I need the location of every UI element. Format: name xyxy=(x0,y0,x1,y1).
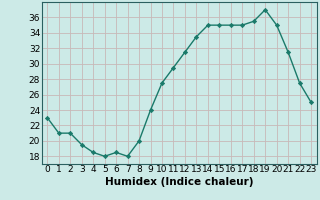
X-axis label: Humidex (Indice chaleur): Humidex (Indice chaleur) xyxy=(105,177,253,187)
